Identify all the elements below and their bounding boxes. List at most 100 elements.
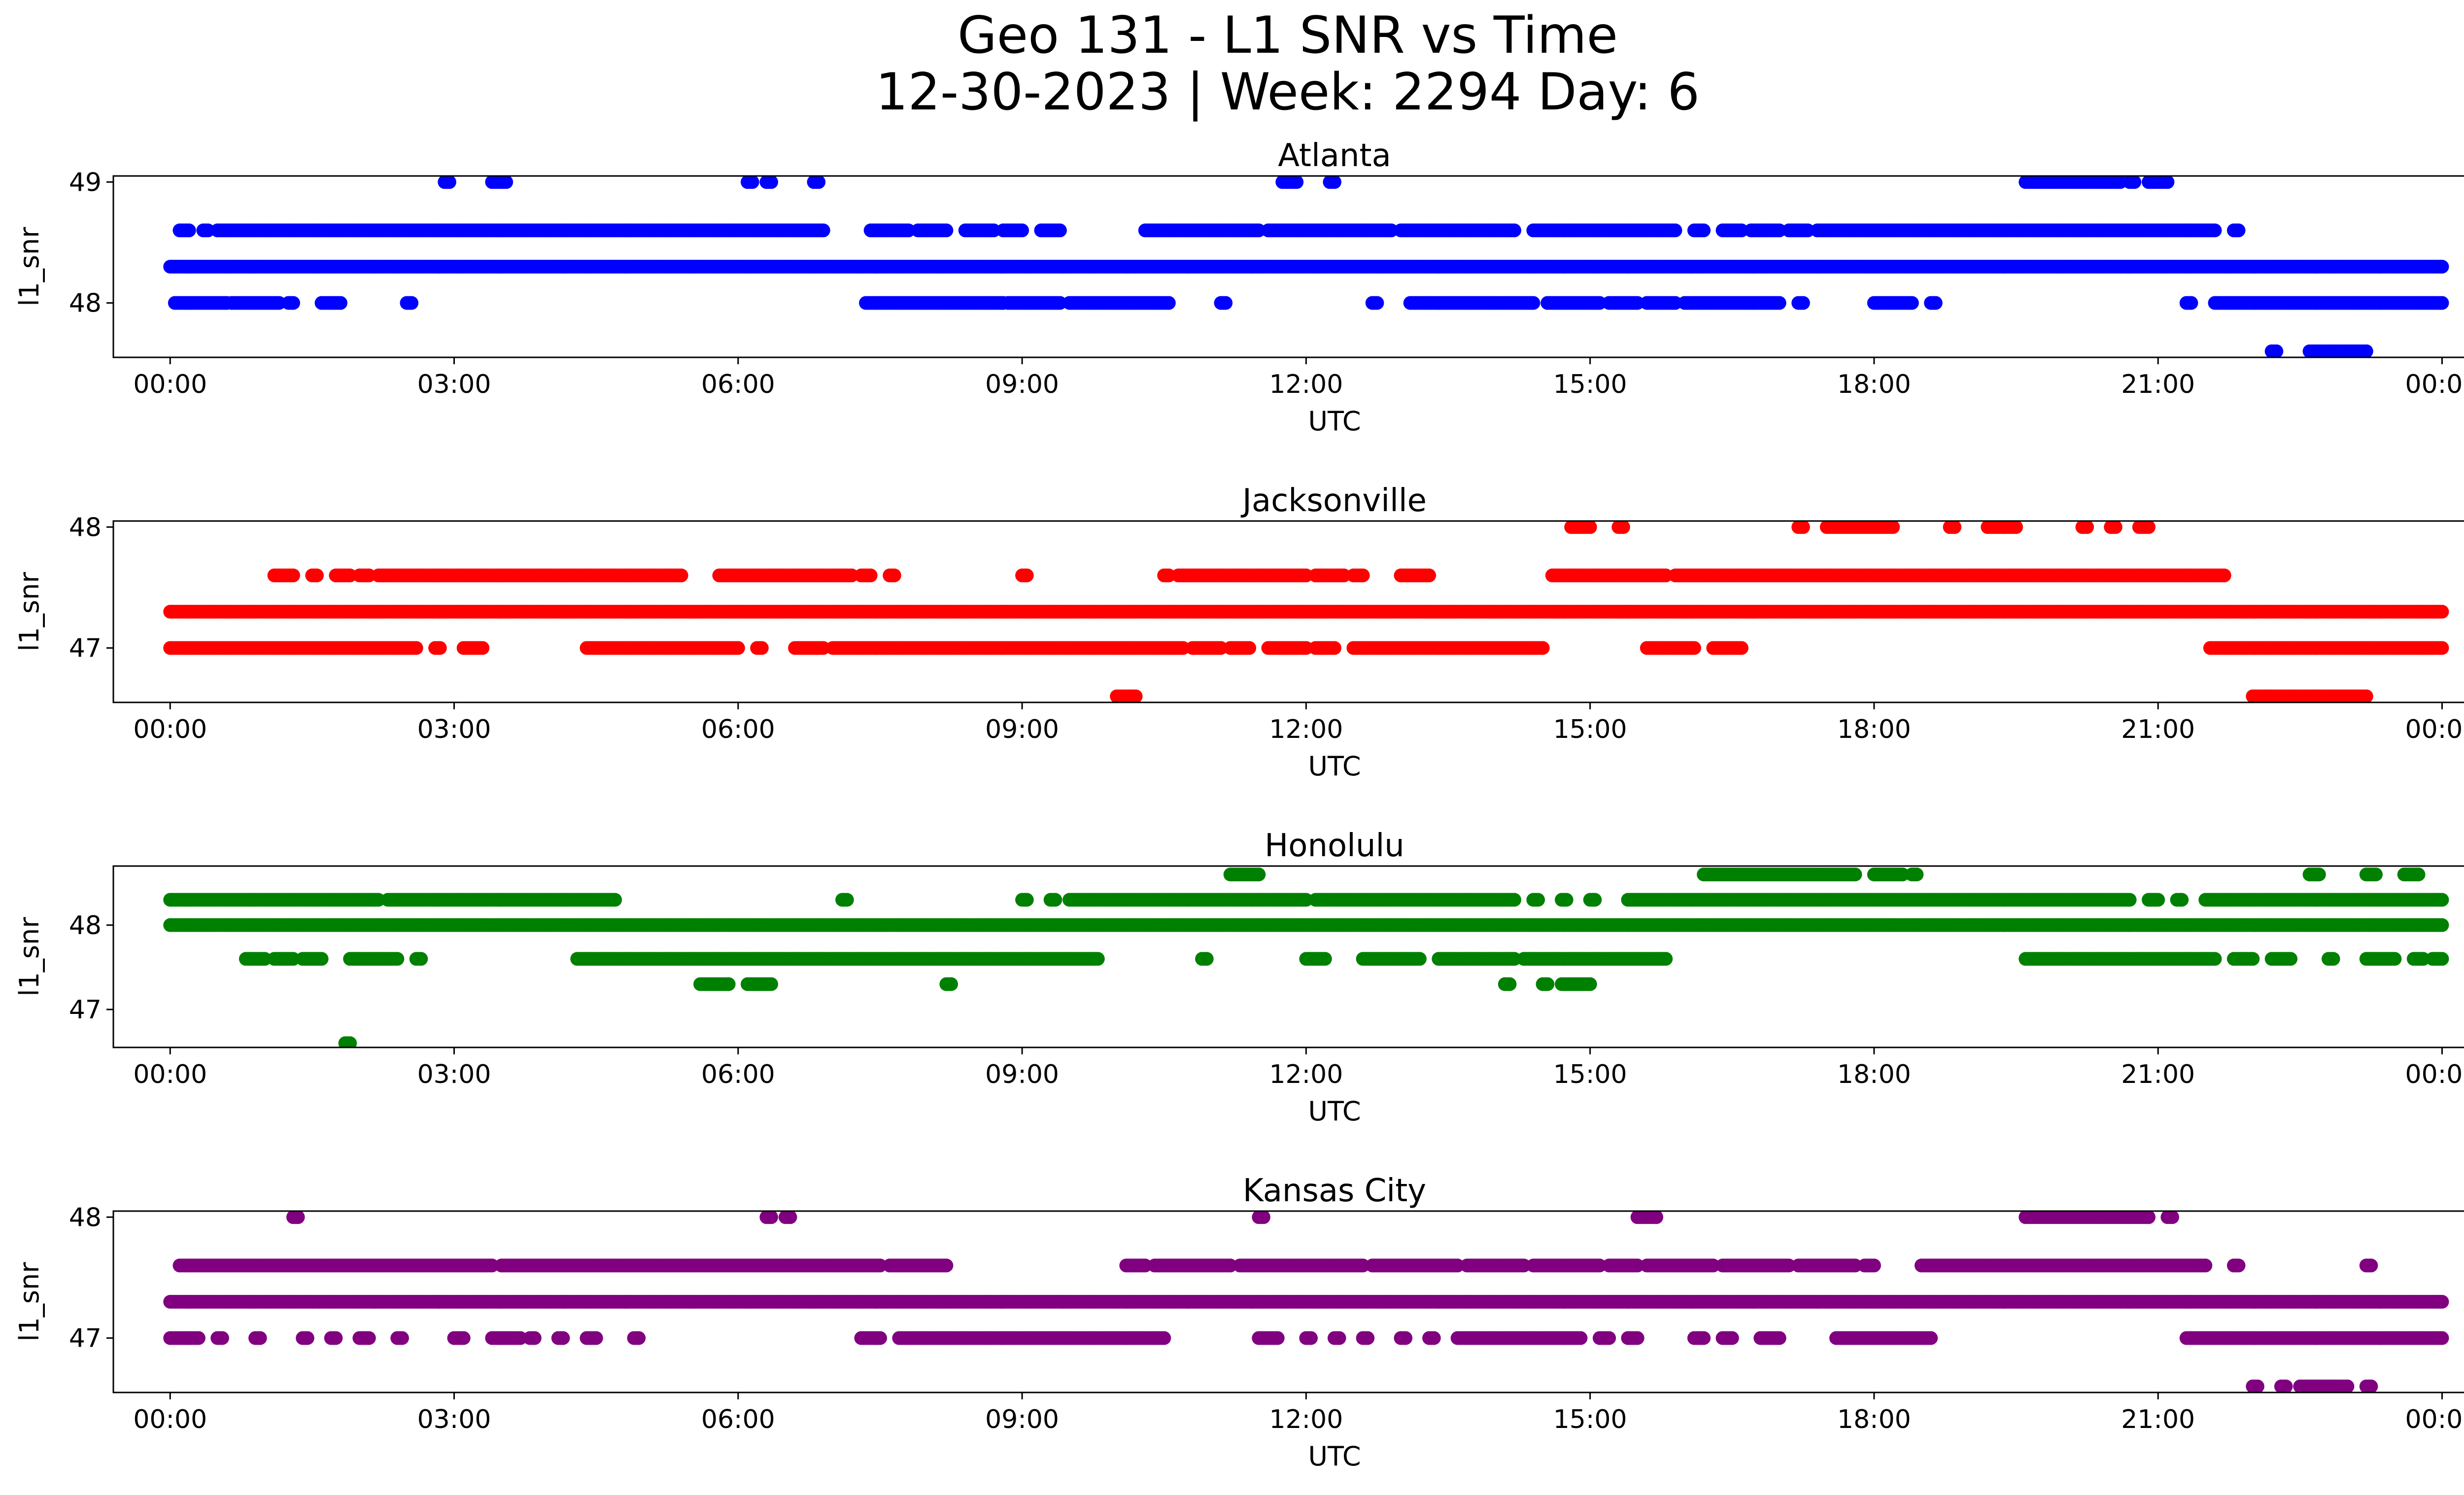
data-point bbox=[2080, 521, 2094, 534]
data-point bbox=[2184, 296, 2198, 310]
data-point bbox=[731, 641, 745, 655]
data-point bbox=[1370, 296, 1384, 310]
data-point bbox=[987, 223, 1001, 238]
data-point bbox=[2127, 176, 2142, 189]
data-point bbox=[1886, 521, 1900, 534]
x-tick-label: 12:00 bbox=[1269, 715, 1343, 744]
data-point bbox=[1928, 296, 1943, 310]
subplot-panels: Atlanta 00:00 03:00 06:00 09:00 12:00 15:00 18:… bbox=[14, 138, 2464, 1472]
x-tick-label: 15:00 bbox=[1553, 715, 1627, 744]
data-point bbox=[1536, 641, 1550, 655]
data-point bbox=[1735, 641, 1748, 655]
x-tick-label: 00:00 bbox=[2405, 715, 2464, 744]
x-tick-label: 03:00 bbox=[417, 715, 491, 744]
data-point bbox=[1053, 223, 1067, 238]
data-point bbox=[272, 296, 286, 310]
data-point bbox=[764, 176, 778, 189]
data-point bbox=[1162, 296, 1176, 310]
data-point bbox=[2359, 689, 2373, 702]
x-tick-label: 06:00 bbox=[701, 715, 775, 744]
scatter-points bbox=[163, 868, 2449, 1047]
data-point bbox=[1948, 521, 1962, 534]
data-point bbox=[405, 296, 419, 310]
x-tick-label: 18:00 bbox=[1837, 715, 1911, 744]
data-point bbox=[1668, 223, 1682, 238]
scatter-points bbox=[163, 176, 2449, 357]
data-point bbox=[1772, 296, 1786, 310]
data-point bbox=[2142, 521, 2156, 534]
data-point bbox=[476, 641, 490, 655]
data-point bbox=[2435, 260, 2449, 274]
data-point bbox=[939, 223, 954, 238]
data-point bbox=[1328, 176, 1341, 189]
data-point bbox=[816, 223, 830, 238]
x-tick-label: 03:00 bbox=[417, 370, 491, 399]
y-axis-label: l1_snr bbox=[14, 227, 45, 307]
data-point bbox=[1687, 641, 1701, 655]
x-tick-label: 18:00 bbox=[1837, 370, 1911, 399]
subplot-jacksonville: Jacksonville 00:00 03:00 06:00 09:00 12:00 15:… bbox=[14, 483, 2464, 782]
data-point bbox=[754, 641, 769, 655]
x-tick-label: 15:00 bbox=[1553, 370, 1627, 399]
data-point bbox=[1772, 223, 1786, 238]
data-point bbox=[745, 176, 759, 189]
data-point bbox=[1422, 568, 1437, 583]
data-point bbox=[2359, 344, 2373, 357]
data-point bbox=[1592, 296, 1607, 310]
figure-subtitle: 12-30-2023 | Week: 2294 Day: 6 bbox=[876, 63, 1700, 122]
data-point bbox=[1384, 223, 1399, 238]
x-axis-label: UTC bbox=[1308, 406, 1361, 437]
data-point bbox=[182, 223, 196, 238]
data-point bbox=[2108, 521, 2122, 534]
figure-title: Geo 131 - L1 SNR vs Time bbox=[958, 6, 1618, 65]
data-point bbox=[1020, 568, 1034, 583]
data-point bbox=[499, 176, 513, 189]
data-point bbox=[1129, 689, 1143, 702]
x-tick-label: 00:00 bbox=[133, 715, 207, 744]
data-point bbox=[286, 568, 300, 583]
data-point bbox=[2435, 296, 2449, 310]
data-point bbox=[1290, 176, 1304, 189]
data-point bbox=[2435, 605, 2449, 619]
data-point bbox=[409, 641, 423, 655]
data-point bbox=[433, 641, 447, 655]
x-tick-label: 06:00 bbox=[701, 370, 775, 399]
data-point bbox=[334, 296, 347, 310]
data-point bbox=[2231, 223, 2246, 238]
data-point bbox=[2217, 568, 2231, 583]
data-point bbox=[1905, 296, 1919, 310]
data-point bbox=[1526, 296, 1540, 310]
data-point bbox=[1630, 296, 1644, 310]
subplot-title: Jacksonville bbox=[1240, 483, 1427, 519]
y-tick-label: 48 bbox=[69, 513, 102, 542]
subplot-title: Atlanta bbox=[1278, 138, 1391, 174]
x-tick-label: 00:00 bbox=[133, 370, 207, 399]
data-point bbox=[286, 296, 300, 310]
x-tick-label: 09:00 bbox=[985, 715, 1059, 744]
scatter-points bbox=[163, 521, 2449, 702]
data-point bbox=[201, 223, 215, 238]
x-tick-label: 21:00 bbox=[2121, 370, 2195, 399]
data-point bbox=[901, 223, 916, 238]
data-point bbox=[1616, 521, 1630, 534]
data-point bbox=[863, 568, 878, 583]
y-tick-label: 48 bbox=[69, 289, 102, 318]
data-point bbox=[1796, 521, 1810, 534]
data-point bbox=[1356, 568, 1370, 583]
data-point bbox=[812, 176, 826, 189]
x-tick-label: 12:00 bbox=[1269, 370, 1343, 399]
data-point bbox=[887, 568, 901, 583]
x-tick-label: 21:00 bbox=[2121, 715, 2195, 744]
data-point bbox=[1697, 223, 1711, 238]
y-axis-label: l1_snr bbox=[14, 572, 45, 652]
data-point bbox=[1015, 223, 1029, 238]
data-point bbox=[2435, 641, 2449, 655]
y-tick-label: 47 bbox=[69, 634, 102, 663]
data-point bbox=[442, 176, 456, 189]
data-point bbox=[1507, 223, 1521, 238]
x-tick-label: 09:00 bbox=[985, 370, 1059, 399]
data-point bbox=[1668, 296, 1682, 310]
data-point bbox=[1796, 296, 1810, 310]
